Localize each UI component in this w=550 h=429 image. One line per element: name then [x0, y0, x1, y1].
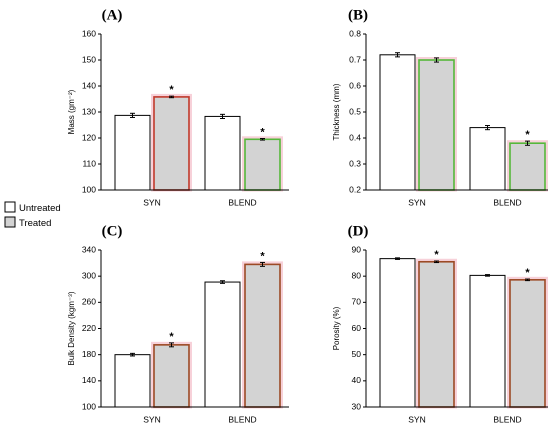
y-tick-label: 300: [82, 270, 96, 280]
y-tick-label: 180: [82, 349, 96, 359]
panel-label: (A): [102, 7, 123, 23]
y-tick-label: 50: [352, 349, 362, 359]
y-tick-label: 30: [352, 401, 362, 411]
y-tick-label: 150: [82, 54, 96, 64]
x-category-label: BLEND: [228, 197, 256, 207]
bar-untreated: [379, 54, 416, 191]
y-tick-label: 120: [82, 132, 96, 142]
x-category-label: SYN: [408, 197, 425, 207]
y-tick-label: 40: [352, 375, 362, 385]
y-tick-label: 140: [82, 375, 96, 385]
significance-star: *: [525, 267, 530, 279]
panel-label: (C): [102, 223, 123, 239]
y-axis-label: Thickness (mm): [332, 83, 341, 140]
y-tick-label: 0.7: [349, 54, 361, 64]
y-tick-label: 80: [352, 270, 362, 280]
bar-treated: [153, 96, 190, 191]
bar-untreated: [379, 258, 416, 408]
legend-swatch-untreated: [4, 201, 16, 213]
y-tick-label: 260: [82, 297, 96, 307]
x-category-label: SYN: [143, 414, 160, 424]
bar-untreated: [204, 115, 241, 191]
bar-untreated: [469, 127, 506, 191]
significance-star: *: [525, 129, 530, 141]
y-tick-label: 110: [82, 158, 96, 168]
significance-star: *: [169, 331, 174, 343]
x-category-label: BLEND: [493, 197, 521, 207]
x-category-label: BLEND: [228, 414, 256, 424]
y-tick-label: 140: [82, 80, 96, 90]
y-axis-label: Porosity (%): [332, 306, 341, 350]
y-tick-label: 160: [82, 28, 96, 38]
y-tick-label: 0.3: [349, 158, 361, 168]
significance-star: *: [260, 127, 265, 139]
y-axis-label: Bulk Density (kgm⁻³): [67, 291, 76, 365]
y-tick-label: 220: [82, 323, 96, 333]
y-tick-label: 70: [352, 297, 362, 307]
y-tick-label: 0.4: [349, 132, 361, 142]
bar-untreated: [114, 114, 151, 191]
chart-panel-4: (D) 30 40 50 60 70 80 90 Porosity (%) * SYN * BLEND: [332, 223, 548, 424]
significance-star: *: [260, 250, 265, 262]
legend-swatch-treated: [4, 216, 16, 228]
bar-untreated: [469, 274, 506, 408]
y-tick-label: 0.2: [349, 184, 361, 194]
y-tick-label: 0.8: [349, 28, 361, 38]
y-tick-label: 100: [82, 401, 96, 411]
chart-panel-1: (A) 100 110 120 130 140 150 160 Mass (gm⁻²) * SYN *…: [67, 7, 289, 207]
y-tick-label: 90: [352, 244, 362, 254]
bar-treated: [244, 138, 281, 191]
bar-treated: [244, 263, 281, 408]
panel-label: (D): [348, 223, 369, 239]
bar-treated: [418, 59, 455, 191]
x-category-label: SYN: [408, 414, 425, 424]
bar-untreated: [114, 354, 151, 408]
y-tick-label: 130: [82, 106, 96, 116]
chart-panel-3: (C) 100 140 180 220 260 300 340 Bulk Density (kg…: [67, 223, 289, 424]
y-tick-label: 340: [82, 244, 96, 254]
y-tick-label: 100: [82, 184, 96, 194]
bar-treated: [509, 142, 546, 191]
chart-panel-2: (B) 0.2 0.3 0.4 0.5 0.6 0.7 0.8 Thickness (mm) SY…: [332, 7, 548, 207]
bar-treated: [153, 344, 190, 408]
significance-star: *: [169, 84, 174, 96]
bar-treated: [418, 260, 455, 408]
legend-label-untreated: Untreated: [19, 203, 61, 214]
x-category-label: SYN: [143, 197, 160, 207]
legend-label-treated: Treated: [19, 218, 51, 229]
bar-untreated: [204, 281, 241, 408]
significance-star: *: [434, 249, 439, 261]
y-axis-label: Mass (gm⁻²): [67, 89, 76, 134]
y-tick-label: 0.5: [349, 106, 361, 116]
legend: Untreated Treated: [4, 201, 61, 229]
panel-label: (B): [348, 7, 368, 23]
y-tick-label: 0.6: [349, 80, 361, 90]
bar-treated: [509, 279, 546, 408]
x-category-label: BLEND: [493, 414, 521, 424]
y-tick-label: 60: [352, 323, 362, 333]
